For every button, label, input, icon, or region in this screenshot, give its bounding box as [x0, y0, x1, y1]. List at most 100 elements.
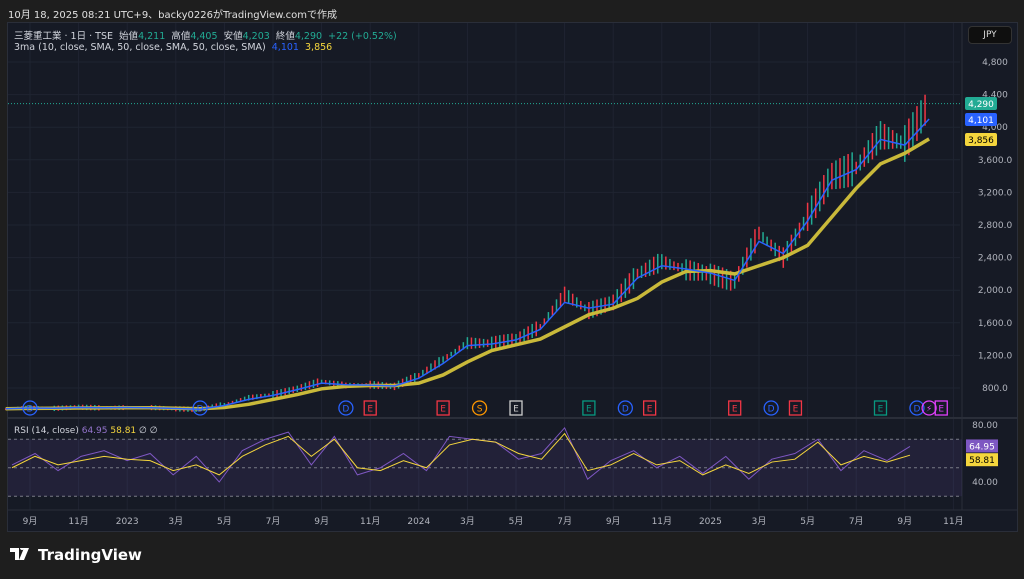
event-marker-label: D: [342, 405, 349, 415]
x-tick-label: 2025: [699, 517, 722, 527]
x-tick-label: 9月: [23, 516, 38, 527]
event-marker-label: E: [938, 405, 944, 415]
open-label: 始値: [119, 31, 139, 42]
price-label-bg: [965, 97, 997, 110]
low-value: 4,203: [242, 31, 270, 42]
rsi-y-tick: 80.00: [972, 421, 998, 431]
rsi-line: [11, 426, 911, 483]
y-tick-label: 2,400.0: [978, 254, 1013, 264]
event-marker: [643, 400, 657, 416]
x-tick-label: 5月: [800, 516, 815, 527]
close-value: 4,290: [294, 31, 323, 42]
x-tick-label: 3月: [752, 516, 767, 527]
high-value: 4,405: [190, 31, 218, 42]
rsi-value: 64.95: [81, 426, 108, 436]
tradingview-logo[interactable]: TradingView: [10, 546, 142, 564]
event-marker-label: ⚡: [926, 405, 932, 415]
price-label-bg: [965, 133, 997, 146]
event-marker-label: E: [586, 405, 592, 415]
x-tick-label: 5月: [217, 516, 232, 527]
rsi-ma-label-bg: [966, 453, 998, 467]
price-label-bg: [965, 113, 997, 126]
x-tick-label: 9月: [897, 516, 912, 527]
x-tick-label: 11月: [68, 516, 88, 527]
event-marker: [934, 400, 948, 416]
event-marker: [617, 400, 633, 416]
event-marker: [788, 400, 803, 416]
y-tick-label: 4,000: [982, 123, 1008, 133]
event-marker: [471, 400, 488, 416]
rsi-label-bg: [966, 439, 998, 453]
event-marker: [192, 400, 208, 416]
open-value: 4,211: [138, 31, 166, 42]
event-marker-label: D: [913, 405, 920, 415]
x-tick-label: 2023: [116, 517, 139, 527]
event-marker: [363, 400, 377, 416]
x-tick-label: 3月: [168, 516, 183, 527]
rsi-extra2: ∅: [149, 426, 158, 436]
event-marker: [728, 400, 742, 416]
ma50-value: 3,856: [305, 42, 333, 53]
rsi-ma-value: 58.81: [110, 426, 137, 436]
y-tick-label: 3,600.0: [978, 156, 1013, 166]
x-tick-label: 7月: [849, 516, 864, 527]
event-marker-label: E: [440, 405, 446, 415]
event-marker-label: E: [367, 405, 373, 415]
x-tick-label: 11月: [360, 516, 380, 527]
x-tick-label: 7月: [266, 516, 281, 527]
event-marker: [921, 400, 937, 416]
event-marker: [582, 400, 596, 416]
close-label: 終値: [275, 31, 295, 42]
event-marker-label: D: [622, 405, 629, 415]
x-tick-label: 9月: [606, 516, 621, 527]
x-tick-label: 9月: [314, 516, 329, 527]
price-label: 4,101: [968, 116, 994, 126]
symbol-name: 三菱重工業 · 1日 · TSE: [14, 31, 113, 42]
rsi-label: RSI (14, close): [14, 426, 79, 436]
high-label: 高値: [171, 31, 191, 42]
x-tick-label: 11月: [652, 516, 672, 527]
event-marker-label: E: [647, 405, 653, 415]
sma10-line: [5, 118, 930, 410]
event-marker-label: E: [513, 405, 519, 415]
rsi-ma-line: [11, 432, 911, 476]
event-marker-label: E: [878, 405, 884, 415]
y-tick-label: 1,600.0: [978, 319, 1013, 329]
y-tick-label: 2,800.0: [978, 221, 1013, 231]
x-tick-label: 11月: [943, 516, 963, 527]
y-tick-label: 4,800: [982, 58, 1008, 68]
event-marker: [509, 400, 523, 416]
rsi-legend: RSI (14, close) 64.95 58.81 ∅ ∅: [14, 426, 158, 436]
low-label: 安値: [223, 31, 243, 42]
change-value: +22 (+0.52%): [328, 31, 397, 42]
y-tick-label: 3,200.0: [978, 188, 1013, 198]
event-marker: [763, 400, 779, 416]
price-label: 3,856: [968, 136, 994, 146]
y-tick-label: 800.0: [982, 384, 1008, 394]
rsi-y-tick: 40.00: [972, 478, 998, 488]
y-tick-label: 4,400: [982, 91, 1008, 101]
price-label: 4,290: [968, 100, 994, 110]
x-tick-label: 2024: [407, 517, 430, 527]
y-tick-label: 1,200.0: [978, 351, 1013, 361]
event-marker-label: S: [477, 405, 483, 415]
ma-label: 3ma (10, close, SMA, 50, close, SMA, 50,…: [14, 42, 266, 53]
event-marker: [909, 400, 925, 416]
rsi-extra1: ∅: [139, 426, 147, 436]
brand-name: TradingView: [38, 546, 142, 564]
ma10-value: 4,101: [271, 42, 299, 53]
ma-legend: 3ma (10, close, SMA, 50, close, SMA, 50,…: [14, 42, 332, 53]
event-marker-label: D: [768, 405, 775, 415]
rsi-ma-value-label: 58.81: [969, 456, 995, 466]
y-tick-label: 2,000.0: [978, 286, 1013, 296]
event-marker: [873, 400, 888, 416]
symbol-legend: 三菱重工業 · 1日 · TSE 始値4,211 高値4,405 安値4,203…: [14, 28, 397, 42]
x-tick-label: 5月: [509, 516, 524, 527]
tradingview-logo-icon: [10, 548, 29, 560]
event-marker-label: E: [793, 405, 799, 415]
event-marker: [436, 400, 450, 416]
rsi-value-label: 64.95: [969, 442, 995, 452]
chart-caption: 10月 18, 2025 08:21 UTC+9、backy0226がTradi…: [8, 10, 337, 21]
currency-button[interactable]: JPY: [968, 26, 1012, 44]
